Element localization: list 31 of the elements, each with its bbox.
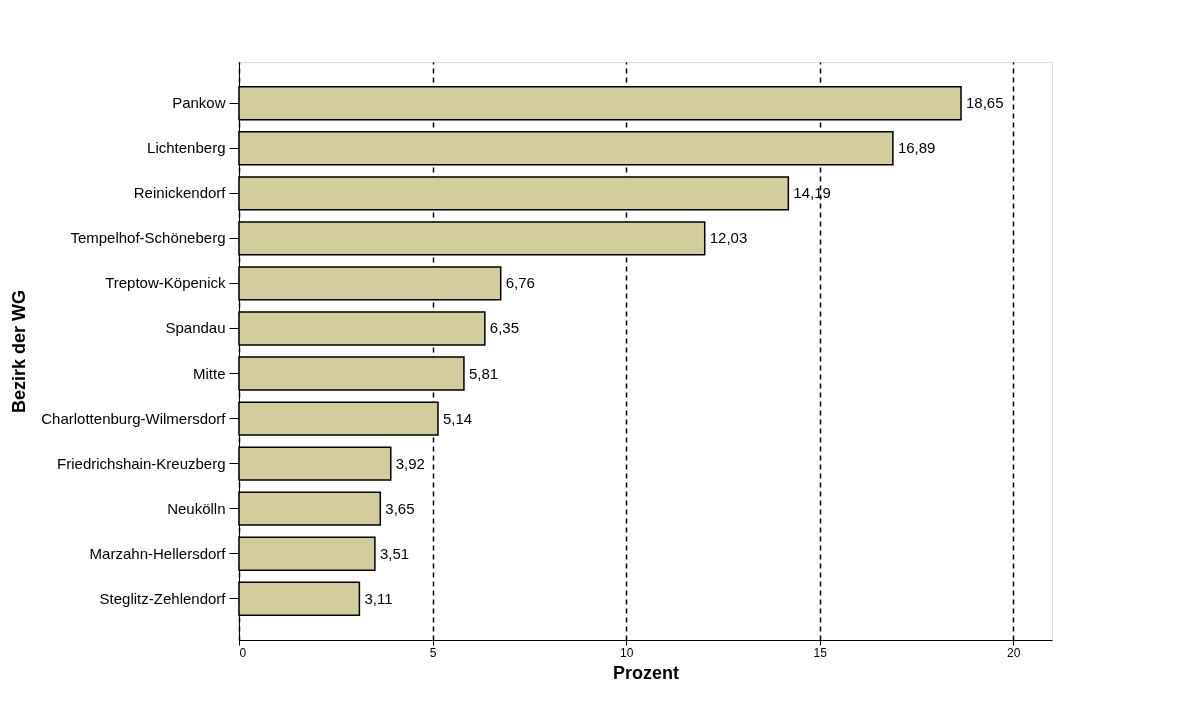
data-label: 16,89 bbox=[897, 139, 936, 157]
data-label: 5,81 bbox=[468, 364, 499, 382]
x-tick-label: 10 bbox=[619, 645, 634, 660]
data-label: 3,51 bbox=[379, 544, 410, 562]
y-tick-label: Charlottenburg-Wilmersdorf bbox=[41, 409, 227, 427]
x-tick-label: 0 bbox=[239, 645, 247, 660]
data-label: 5,14 bbox=[442, 409, 473, 427]
y-tick-label: Spandau bbox=[165, 319, 226, 337]
y-tick-label: Steglitz-Zehlendorf bbox=[99, 589, 227, 607]
data-label: 6,35 bbox=[489, 319, 520, 337]
data-label: 6,76 bbox=[505, 274, 535, 292]
data-label: 12,03 bbox=[709, 229, 748, 247]
y-axis-title: Bezirk der WG bbox=[9, 289, 30, 414]
x-tick-label: 20 bbox=[1007, 645, 1021, 660]
y-tick-label: Neukölln bbox=[167, 499, 226, 517]
x-tick-label: 5 bbox=[429, 645, 437, 660]
y-tick-label: Friedrichshain-Kreuzberg bbox=[57, 454, 226, 472]
data-label: 14,19 bbox=[793, 184, 831, 202]
y-tick-label: Marzahn-Hellersdorf bbox=[89, 544, 227, 562]
data-label: 3,92 bbox=[395, 454, 425, 472]
y-tick-label: Lichtenberg bbox=[147, 139, 226, 157]
x-axis-title: Prozent bbox=[612, 662, 680, 683]
data-label: 3,11 bbox=[364, 589, 393, 607]
y-tick-label: Reinickendorf bbox=[133, 184, 227, 202]
data-label: 18,65 bbox=[966, 94, 1004, 112]
y-tick-label: Tempelhof-Schöneberg bbox=[70, 229, 226, 247]
y-tick-label: Pankow bbox=[172, 94, 226, 112]
y-tick-label: Mitte bbox=[192, 364, 226, 382]
y-tick-label: Treptow-Köpenick bbox=[105, 274, 226, 292]
x-tick-label: 15 bbox=[813, 645, 828, 660]
data-label: 3,65 bbox=[385, 499, 415, 517]
